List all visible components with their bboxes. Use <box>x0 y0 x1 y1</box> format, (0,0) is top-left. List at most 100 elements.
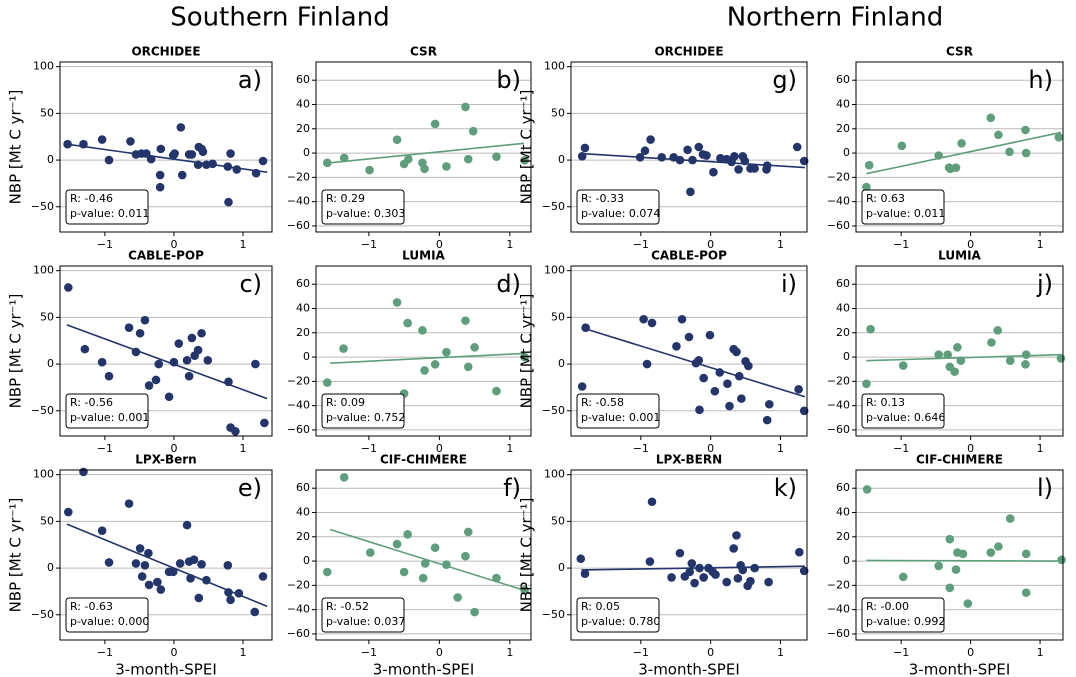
point <box>950 367 959 376</box>
x-tick-label: 0 <box>707 646 714 659</box>
x-tick-label: 0 <box>436 238 443 251</box>
point <box>231 427 240 436</box>
x-axis-label: 3-month-SPEI <box>909 661 1011 677</box>
point <box>684 332 694 342</box>
x-tick-label: −1 <box>97 238 113 251</box>
point <box>104 371 114 381</box>
point <box>657 152 667 162</box>
point <box>198 147 208 156</box>
x-tick-label: 1 <box>1037 442 1044 455</box>
y-tick-label: 0 <box>843 554 850 567</box>
y-tick-label: 50 <box>40 514 54 527</box>
panel-label: h) <box>1028 66 1053 94</box>
point <box>463 527 473 537</box>
point <box>63 283 73 292</box>
trend-line <box>581 152 805 169</box>
x-axis-label: 3-month-SPEI <box>373 661 475 677</box>
point <box>647 318 657 328</box>
point <box>492 386 501 396</box>
stats-box <box>576 393 660 429</box>
x-tick-label: −1 <box>633 442 649 455</box>
x-tick-label: 1 <box>239 646 246 659</box>
point <box>1021 125 1030 135</box>
point <box>492 152 501 162</box>
point <box>197 560 206 569</box>
point <box>442 347 451 357</box>
stats-text: R: -0.52 <box>326 600 369 613</box>
point <box>994 130 1003 140</box>
point <box>687 559 697 568</box>
y-tick-label: −40 <box>287 195 310 208</box>
point <box>1021 588 1031 597</box>
point <box>430 543 440 553</box>
plot-frame <box>59 61 273 233</box>
plot-frame <box>59 469 273 641</box>
point <box>647 497 657 507</box>
y-tick-label: −60 <box>287 219 310 232</box>
stats-text: p-value: 0.992 <box>866 615 945 628</box>
point <box>744 361 753 371</box>
stats-text: p-value: 0.011 <box>70 207 149 220</box>
point <box>392 135 402 145</box>
point <box>154 359 164 369</box>
point <box>104 558 114 567</box>
point <box>170 149 179 158</box>
y-tick-label: 60 <box>836 73 850 86</box>
x-tick-label: −1 <box>97 646 113 659</box>
point <box>322 567 332 577</box>
stats-box <box>861 189 945 225</box>
stats-text: R: -0.56 <box>70 396 113 409</box>
panel-title: LUMIA <box>938 249 981 263</box>
point <box>732 531 741 540</box>
y-tick-label: −60 <box>827 423 850 436</box>
point <box>124 323 134 332</box>
y-tick-label: −60 <box>287 423 310 436</box>
point <box>470 607 479 617</box>
point <box>131 559 141 568</box>
point <box>418 326 427 335</box>
plot-frame <box>570 265 808 437</box>
point <box>934 561 943 571</box>
point <box>987 338 996 347</box>
panel-label: k) <box>774 474 797 502</box>
point <box>177 170 187 180</box>
stats-box <box>65 189 149 225</box>
point <box>750 563 759 573</box>
point <box>683 145 692 155</box>
stats-text: p-value: 0.001 <box>70 411 149 424</box>
point <box>1021 148 1031 158</box>
panel-title: CABLE-POP <box>128 249 204 263</box>
y-tick-label: 20 <box>296 122 310 135</box>
point <box>144 548 153 558</box>
stats-text: R: -0.58 <box>581 396 624 409</box>
point <box>1021 549 1031 559</box>
stats-text: p-value: 0.000 <box>70 615 149 628</box>
point <box>258 572 268 581</box>
point <box>794 384 803 394</box>
stats-text: R: 0.13 <box>866 396 905 409</box>
point <box>986 113 996 123</box>
point <box>730 152 739 161</box>
point <box>642 359 652 369</box>
y-tick-label: 0 <box>47 153 54 166</box>
point <box>799 406 809 416</box>
y-tick-label: −50 <box>542 608 565 621</box>
point <box>175 559 185 568</box>
y-tick-label: −50 <box>31 404 54 417</box>
y-tick-label: −50 <box>31 200 54 213</box>
y-tick-label: −40 <box>287 399 310 412</box>
point <box>953 343 962 352</box>
point <box>226 595 235 605</box>
x-tick-label: 0 <box>170 646 177 659</box>
point <box>164 392 174 402</box>
point <box>694 142 704 152</box>
point <box>520 585 529 595</box>
x-axis-label: 3-month-SPEI <box>638 661 740 677</box>
point <box>135 544 145 553</box>
point <box>646 135 655 144</box>
stats-box <box>65 393 149 429</box>
point <box>339 344 348 353</box>
y-tick-label: 20 <box>296 326 310 339</box>
point <box>1054 132 1064 142</box>
